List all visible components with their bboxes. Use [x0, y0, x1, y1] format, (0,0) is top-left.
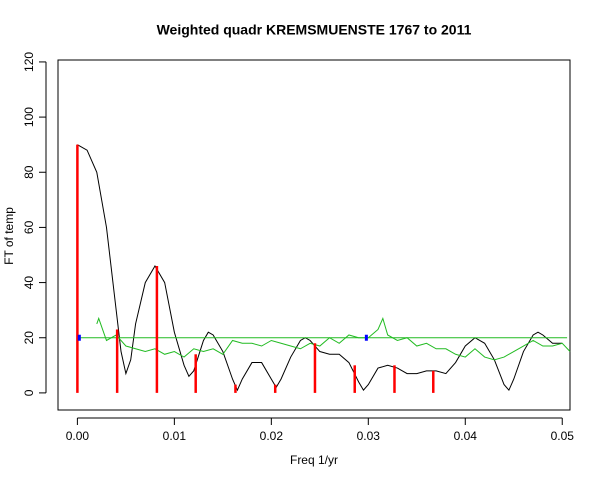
x-tick-label: 0.01 [163, 429, 187, 443]
x-tick-label: 0.05 [551, 429, 575, 443]
x-tick-label: 0.03 [357, 429, 381, 443]
x-tick-label: 0.04 [454, 429, 478, 443]
chart-title: Weighted quadr KREMSMUENSTE 1767 to 2011 [157, 22, 472, 38]
y-tick-label: 40 [22, 276, 36, 290]
x-tick-label: 0.00 [66, 429, 90, 443]
point-marker [364, 334, 368, 341]
y-axis-label: FT of temp [2, 207, 16, 265]
x-tick-label: 0.02 [260, 429, 284, 443]
x-axis-label: Freq 1/yr [290, 453, 338, 467]
y-tick-label: 120 [22, 52, 36, 72]
data-line [96, 316, 571, 361]
y-tick-label: 80 [22, 165, 36, 179]
data-line [77, 144, 563, 392]
point-marker [77, 334, 81, 341]
y-tick-label: 20 [22, 331, 36, 345]
plot-box [57, 59, 571, 411]
y-tick-label: 0 [22, 389, 36, 396]
y-tick-label: 100 [22, 107, 36, 127]
y-tick-label: 60 [22, 220, 36, 234]
